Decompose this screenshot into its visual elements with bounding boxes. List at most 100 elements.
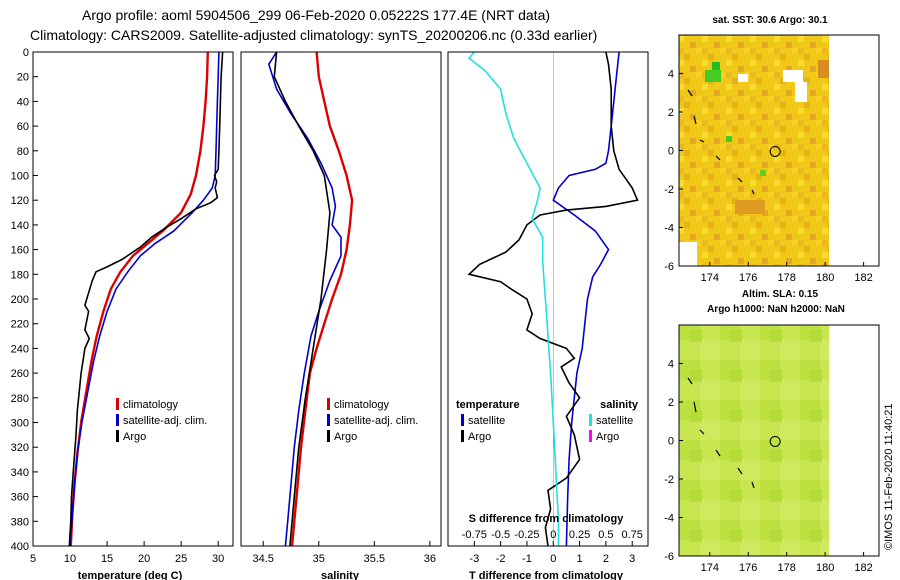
sst-missing-patch	[795, 82, 807, 102]
x-tick-label: 10	[64, 553, 76, 565]
salinity-panel: 34.5 35 35.5 36 salinity climatology satell…	[240, 51, 442, 580]
title-line2: Climatology: CARS2009. Satellite-adjuste…	[30, 27, 597, 43]
y-tick-label: 220	[11, 319, 29, 331]
difference-series-group	[467, 51, 639, 547]
map-y-tick-label: 2	[668, 397, 674, 409]
map-x-tick-label: 174	[701, 272, 719, 284]
legend-title-salinity: salinity	[600, 399, 639, 411]
temperature-axes-frame	[32, 51, 234, 547]
map-x-tick-label: 174	[701, 562, 719, 574]
s-tick-label: -0.75	[462, 529, 487, 541]
sla-map-yticks: -6 -4 -2 0 2 4	[664, 359, 683, 563]
series-line-t-satellite	[552, 51, 620, 547]
legend-swatch-s-argo	[589, 430, 592, 442]
legend-swatch-climatology	[116, 398, 119, 410]
series-line-t-argo	[467, 51, 639, 547]
series-line-argo	[68, 51, 224, 547]
sst-missing-patch	[783, 70, 803, 82]
s-tick-label: 0.25	[569, 529, 590, 541]
map-x-tick-label: 180	[816, 272, 834, 284]
y-tick-label: 60	[17, 121, 29, 133]
temperature-xlabel: temperature (deg C)	[78, 570, 183, 580]
y-tick-label: 20	[17, 72, 29, 84]
legend-swatch-t-argo	[461, 430, 464, 442]
x-tick-label: -3	[469, 553, 479, 565]
y-tick-label: 240	[11, 343, 29, 355]
x-tick-label: 25	[175, 553, 187, 565]
x-tick-label: 20	[138, 553, 150, 565]
difference-axes-frame	[447, 51, 649, 547]
salinity-axes-frame	[240, 51, 442, 547]
y-tick-label: 0	[23, 47, 29, 59]
argo-location-marker	[769, 435, 781, 447]
map-y-tick-label: 0	[668, 146, 674, 158]
legend-label-t-argo: Argo	[468, 431, 491, 443]
sst-map: sat. SST: 30.6 Argo: 30.1 174 176 178 180 18…	[664, 15, 880, 284]
argo-location-marker	[769, 145, 781, 157]
y-tick-label: 260	[11, 368, 29, 380]
coastline	[687, 89, 755, 195]
sst-green-patch	[705, 70, 721, 82]
difference-xticks-salinity: -0.75 -0.5 -0.25 0 0.25 0.5 0.75	[462, 529, 643, 541]
sla-map-title: Altim. SLA: 0.15	[742, 289, 819, 300]
legend-title-temperature: temperature	[456, 399, 520, 411]
y-tick-label: 340	[11, 467, 29, 479]
temperature-yticks: 0 20 40 60 80 100 120 140 160 180 200 220 240 260 280 3…	[11, 47, 38, 553]
difference-panel: -3 -2 -1 0 1 2 3 -0.75 -0.5 -0.25 0 0.25 0.5 0.75 S …	[447, 51, 649, 580]
map-x-tick-label: 178	[778, 562, 796, 574]
legend-label-argo: Argo	[334, 431, 357, 443]
x-tick-label: -1	[522, 553, 532, 565]
y-tick-label: 80	[17, 146, 29, 158]
sla-heatmap-field	[679, 325, 829, 556]
x-tick-label: -2	[496, 553, 506, 565]
temperature-legend: climatology satellite-adj. clim. Argo	[116, 398, 207, 443]
salinity-series-group	[267, 51, 354, 547]
s-tick-label: 0.75	[621, 529, 642, 541]
x-tick-label: 35.5	[364, 553, 385, 565]
x-tick-label: 15	[101, 553, 113, 565]
s-tick-label: 0.5	[598, 529, 613, 541]
x-tick-label: 3	[629, 553, 635, 565]
s-tick-label: -0.5	[491, 529, 510, 541]
map-y-tick-label: 4	[668, 69, 674, 81]
sla-map-subtitle: Argo h1000: NaN h2000: NaN	[707, 304, 845, 315]
sla-map-xticks: 174 176 178 180 182	[701, 552, 873, 574]
y-tick-label: 360	[11, 492, 29, 504]
x-tick-label: 30	[212, 553, 224, 565]
x-tick-label: 36	[424, 553, 436, 565]
title-line1: Argo profile: aoml 5904506_299 06-Feb-20…	[82, 7, 550, 23]
temperature-difference-label: T difference from climatology	[469, 570, 624, 580]
series-line-climatology	[290, 51, 354, 547]
x-tick-label: 2	[603, 553, 609, 565]
sst-missing-patch	[679, 242, 697, 266]
sst-warm-patch	[735, 200, 765, 214]
sst-warm-patch	[818, 60, 829, 78]
series-line-s-satellite	[467, 51, 560, 546]
legend-label-s-satellite: satellite	[596, 415, 633, 427]
legend-label-climatology: climatology	[123, 399, 179, 411]
map-x-tick-label: 182	[854, 562, 872, 574]
map-x-tick-label: 182	[854, 272, 872, 284]
legend-swatch-argo	[116, 430, 119, 442]
y-tick-label: 40	[17, 96, 29, 108]
y-tick-label: 380	[11, 516, 29, 528]
y-tick-label: 400	[11, 541, 29, 553]
legend-label-t-satellite: satellite	[468, 415, 505, 427]
map-y-tick-label: -2	[664, 474, 674, 486]
legend-label-s-argo: Argo	[596, 431, 619, 443]
sst-heatmap-field	[679, 35, 829, 266]
sla-map: Altim. SLA: 0.15 Argo h1000: NaN h2000: …	[664, 289, 880, 574]
legend-swatch-satellite	[116, 414, 119, 426]
map-y-tick-label: -4	[664, 513, 674, 525]
sst-map-yticks: -6 -4 -2 0 2 4	[664, 69, 683, 273]
temperature-panel: 5 10 15 20 25 30 0 20 40 60 80 100 120 140 160 180 200 2…	[11, 47, 234, 580]
x-tick-label: 34.5	[253, 553, 274, 565]
y-tick-label: 300	[11, 418, 29, 430]
temperature-series-group	[68, 51, 224, 547]
map-y-tick-label: -6	[664, 551, 674, 563]
series-line-climatology	[69, 51, 209, 547]
sst-green-patch	[760, 170, 766, 176]
y-tick-label: 120	[11, 195, 29, 207]
s-tick-label: -0.25	[514, 529, 539, 541]
